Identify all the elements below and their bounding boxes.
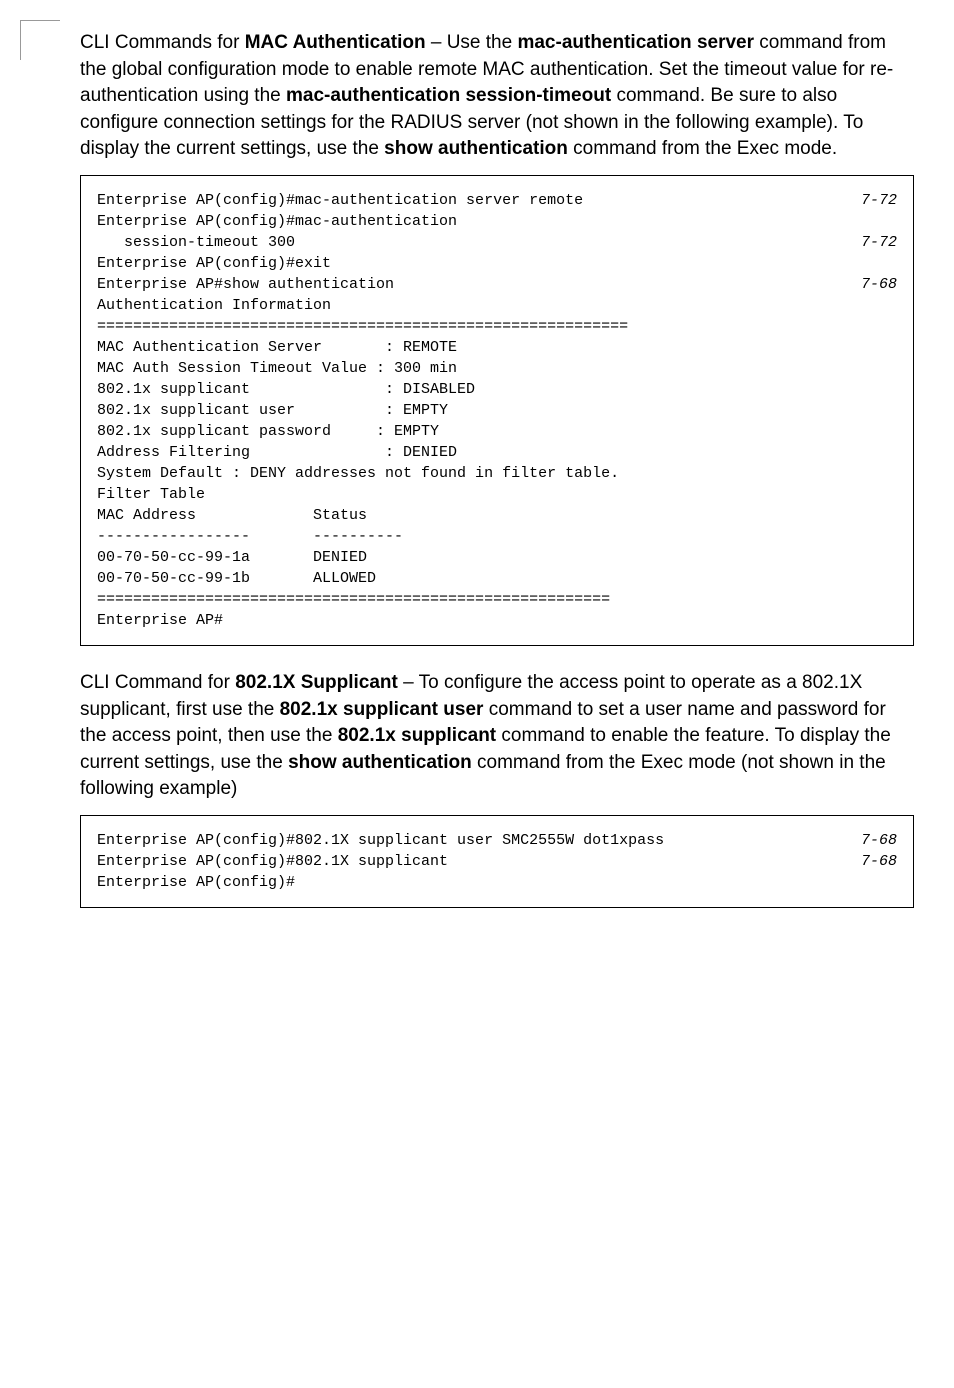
code-text: Enterprise AP(config)#802.1X supplicant … xyxy=(97,830,664,851)
code-line: Enterprise AP# xyxy=(97,610,897,631)
code-text: Enterprise AP(config)#mac-authentication… xyxy=(97,190,583,211)
code-line: ========================================… xyxy=(97,316,897,337)
para1-bold1: MAC Authentication xyxy=(245,32,426,53)
code-line: Enterprise AP#show authentication 7-68 xyxy=(97,274,897,295)
code-line: Enterprise AP(config)#mac-authentication xyxy=(97,211,897,232)
para2-text: CLI Command for xyxy=(80,672,235,693)
code-text: ========================================… xyxy=(97,589,610,610)
code-text: 802.1x supplicant : DISABLED xyxy=(97,379,475,400)
code-text: 802.1x supplicant password : EMPTY xyxy=(97,421,439,442)
code-line: 802.1x supplicant user : EMPTY xyxy=(97,400,897,421)
code-line: 00-70-50-cc-99-1b ALLOWED xyxy=(97,568,897,589)
code-text: MAC Address Status xyxy=(97,505,367,526)
code-line: MAC Authentication Server : REMOTE xyxy=(97,337,897,358)
para2-bold4: show authentication xyxy=(288,752,472,773)
code-text: MAC Authentication Server : REMOTE xyxy=(97,337,457,358)
code-line: System Default : DENY addresses not foun… xyxy=(97,463,897,484)
code-text: Enterprise AP(config)#exit xyxy=(97,253,331,274)
para1-bold4: show authentication xyxy=(384,138,568,159)
para1-text2: – Use the xyxy=(426,32,518,53)
code-text: session-timeout 300 xyxy=(97,232,295,253)
code-box-2: Enterprise AP(config)#802.1X supplicant … xyxy=(80,815,914,908)
code-text: Enterprise AP(config)# xyxy=(97,872,295,893)
code-text: Enterprise AP#show authentication xyxy=(97,274,394,295)
code-line: 802.1x supplicant : DISABLED xyxy=(97,379,897,400)
code-line: Authentication Information xyxy=(97,295,897,316)
para2-bold1: 802.1X Supplicant xyxy=(235,672,398,693)
para2-bold2: 802.1x supplicant user xyxy=(280,699,484,720)
code-box-1: Enterprise AP(config)#mac-authentication… xyxy=(80,175,914,646)
code-line: Enterprise AP(config)#mac-authentication… xyxy=(97,190,897,211)
code-text: ========================================… xyxy=(97,316,628,337)
para1-text: CLI Commands for xyxy=(80,32,245,53)
code-line: ========================================… xyxy=(97,589,897,610)
code-line: Address Filtering : DENIED xyxy=(97,442,897,463)
code-text: Filter Table xyxy=(97,484,205,505)
code-line: 00-70-50-cc-99-1a DENIED xyxy=(97,547,897,568)
paragraph-2: CLI Command for 802.1X Supplicant – To c… xyxy=(80,670,914,803)
code-ref: 7-68 xyxy=(841,274,897,295)
code-text: Enterprise AP(config)#mac-authentication xyxy=(97,211,457,232)
code-line: Enterprise AP(config)# xyxy=(97,872,897,893)
code-text: Address Filtering : DENIED xyxy=(97,442,457,463)
code-text: ----------------- ---------- xyxy=(97,526,403,547)
code-line: session-timeout 300 7-72 xyxy=(97,232,897,253)
code-text: Enterprise AP# xyxy=(97,610,223,631)
code-ref: 7-72 xyxy=(841,190,897,211)
paragraph-1: CLI Commands for MAC Authentication – Us… xyxy=(80,30,914,163)
code-text: MAC Auth Session Timeout Value : 300 min xyxy=(97,358,457,379)
para1-text5: command from the Exec mode. xyxy=(568,138,837,159)
code-ref: 7-68 xyxy=(841,830,897,851)
code-line: Filter Table xyxy=(97,484,897,505)
code-text: 00-70-50-cc-99-1b ALLOWED xyxy=(97,568,376,589)
para2-bold3: 802.1x supplicant xyxy=(338,725,496,746)
code-text: System Default : DENY addresses not foun… xyxy=(97,463,619,484)
code-text: 00-70-50-cc-99-1a DENIED xyxy=(97,547,367,568)
code-ref: 7-72 xyxy=(841,232,897,253)
code-text: 802.1x supplicant user : EMPTY xyxy=(97,400,448,421)
code-line: Enterprise AP(config)#802.1X supplicant 7… xyxy=(97,851,897,872)
code-text: Authentication Information xyxy=(97,295,331,316)
code-line: 802.1x supplicant password : EMPTY xyxy=(97,421,897,442)
code-line: MAC Address Status xyxy=(97,505,897,526)
code-line: Enterprise AP(config)#802.1X supplicant … xyxy=(97,830,897,851)
page-corner-bracket xyxy=(20,20,60,60)
para1-bold3: mac-authentication session-timeout xyxy=(286,85,611,106)
code-text: Enterprise AP(config)#802.1X supplicant xyxy=(97,851,448,872)
code-ref: 7-68 xyxy=(841,851,897,872)
code-line: MAC Auth Session Timeout Value : 300 min xyxy=(97,358,897,379)
code-line: Enterprise AP(config)#exit xyxy=(97,253,897,274)
code-line: ----------------- ---------- xyxy=(97,526,897,547)
para1-bold2: mac-authentication server xyxy=(517,32,754,53)
